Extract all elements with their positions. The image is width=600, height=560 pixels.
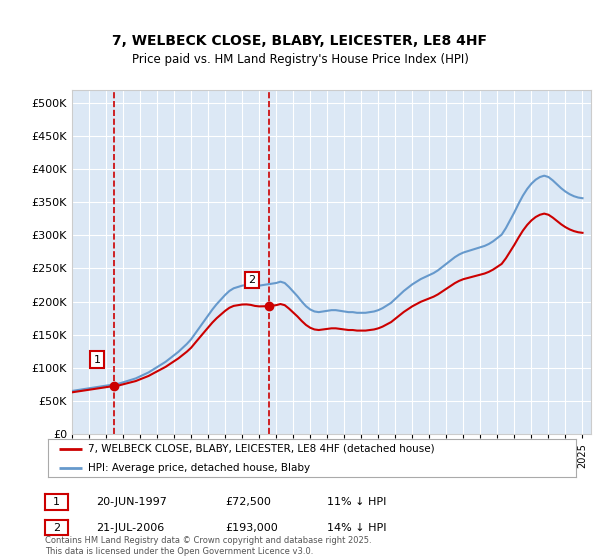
- Text: £72,500: £72,500: [225, 497, 271, 507]
- Text: 7, WELBECK CLOSE, BLABY, LEICESTER, LE8 4HF (detached house): 7, WELBECK CLOSE, BLABY, LEICESTER, LE8 …: [88, 444, 434, 454]
- Text: Price paid vs. HM Land Registry's House Price Index (HPI): Price paid vs. HM Land Registry's House …: [131, 53, 469, 66]
- Text: Contains HM Land Registry data © Crown copyright and database right 2025.
This d: Contains HM Land Registry data © Crown c…: [45, 536, 371, 556]
- Text: 20-JUN-1997: 20-JUN-1997: [96, 497, 167, 507]
- Text: 1: 1: [94, 355, 101, 365]
- Text: 14% ↓ HPI: 14% ↓ HPI: [327, 522, 386, 533]
- Text: 21-JUL-2006: 21-JUL-2006: [96, 522, 164, 533]
- Text: 7, WELBECK CLOSE, BLABY, LEICESTER, LE8 4HF: 7, WELBECK CLOSE, BLABY, LEICESTER, LE8 …: [113, 34, 487, 48]
- Text: 2: 2: [53, 522, 60, 533]
- Text: 1: 1: [53, 497, 60, 507]
- Text: 11% ↓ HPI: 11% ↓ HPI: [327, 497, 386, 507]
- Text: 2: 2: [248, 275, 255, 285]
- Text: £193,000: £193,000: [225, 522, 278, 533]
- Text: HPI: Average price, detached house, Blaby: HPI: Average price, detached house, Blab…: [88, 463, 310, 473]
